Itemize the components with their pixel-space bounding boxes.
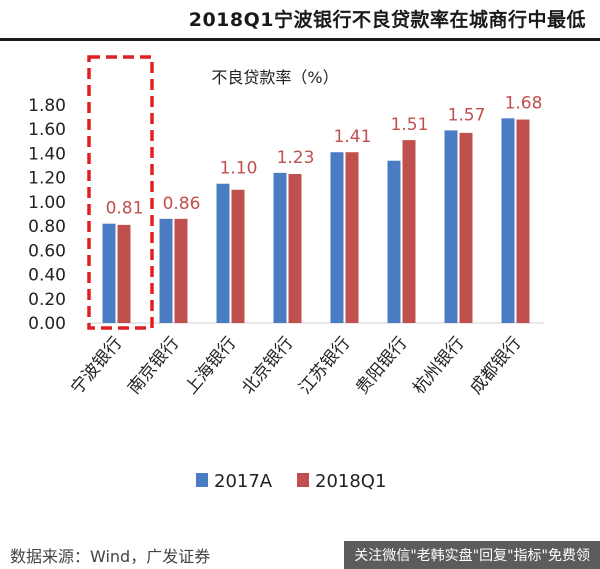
data-label: 1.68 [505,93,543,113]
bar-2018Q1-8 [516,119,530,324]
bar-2017A-2 [159,218,173,323]
y-tick-label: 0.60 [28,241,66,261]
bar-2018Q1-7 [459,132,473,323]
x-category-label: 宁波银行 [67,333,126,398]
y-tick-label: 0.00 [28,314,66,334]
bar-2018Q1-2 [174,218,188,323]
x-category-label: 江苏银行 [295,333,354,398]
header: 2018Q1宁波银行不良贷款率在城商行中最低 [0,0,600,36]
y-tick-label: 0.80 [28,217,66,237]
data-label: 1.23 [277,148,315,168]
data-label: 1.10 [220,159,258,179]
chart-title: 不良贷款率（%） [211,68,338,87]
x-category-label: 北京银行 [238,333,297,398]
x-category-label: 贵阳银行 [352,333,411,398]
legend-label-2017A: 2017A [214,471,273,492]
bar-2017A-3 [216,183,230,323]
bar-2017A-6 [387,160,401,323]
bar-2018Q1-5 [345,152,359,323]
legend-label-2018Q1: 2018Q1 [315,471,386,492]
x-category-label: 杭州银行 [409,333,468,398]
bar-2017A-5 [330,152,344,323]
data-label: 1.51 [391,115,429,135]
x-category-label: 上海银行 [181,333,240,398]
y-tick-label: 1.20 [28,169,66,189]
data-label: 1.57 [448,105,486,125]
y-tick-label: 1.80 [28,96,66,116]
watermark-banner: 关注微信"老韩实盘"回复"指标"免费领 [344,541,600,569]
y-tick-label: 1.40 [28,144,66,164]
data-label: 0.81 [106,199,144,219]
data-label: 1.41 [334,127,372,147]
legend-swatch-2017A [196,473,208,487]
highlight-box [87,55,154,330]
bar-2017A-7 [444,130,458,323]
bar-2018Q1-1 [117,224,131,323]
data-label: 0.86 [163,194,201,214]
bar-2017A-4 [273,172,287,323]
data-source-note: 数据来源：Wind，广发证券 [10,547,211,566]
x-category-label: 南京银行 [124,333,183,398]
y-tick-label: 0.40 [28,266,66,286]
bar-2017A-8 [501,118,515,323]
y-tick-label: 1.60 [28,120,66,140]
title-divider [0,38,600,41]
y-tick-label: 1.00 [28,193,66,213]
x-category-label: 成都银行 [466,333,525,398]
bar-2018Q1-6 [402,140,416,323]
y-tick-label: 0.20 [28,290,66,310]
legend-swatch-2018Q1 [297,473,309,487]
bar-2018Q1-4 [288,174,302,323]
page-title: 2018Q1宁波银行不良贷款率在城商行中最低 [188,8,586,31]
bar-2017A-1 [102,223,116,323]
bar-2018Q1-3 [231,189,245,323]
